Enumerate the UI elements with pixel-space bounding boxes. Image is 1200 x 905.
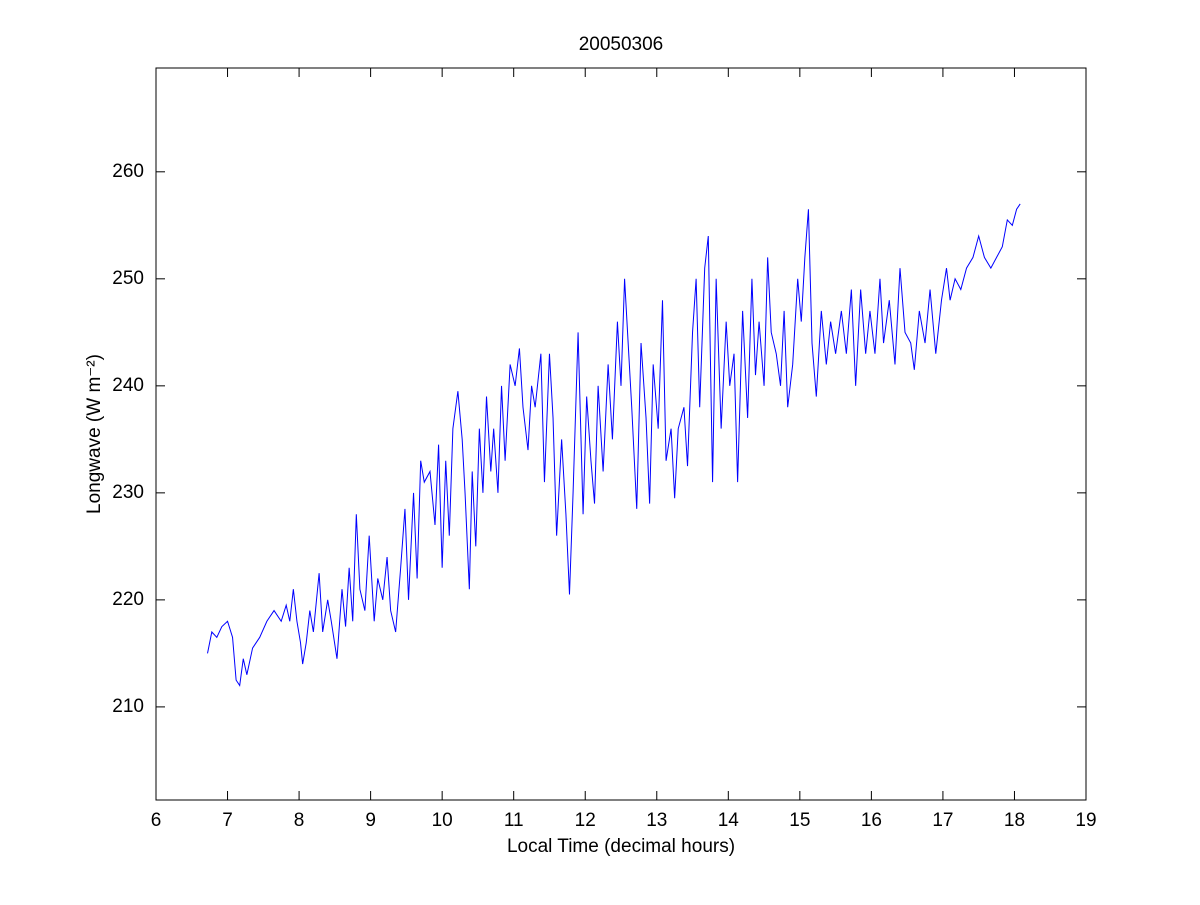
y-tick-label: 250 (112, 268, 144, 289)
x-tick-label: 17 (932, 810, 953, 831)
x-tick-label: 15 (789, 810, 810, 831)
x-tick-label: 7 (222, 810, 233, 831)
x-tick-label: 8 (294, 810, 305, 831)
data-line (207, 203, 1021, 687)
y-axis-label: Longwave (W m⁻²) (84, 354, 105, 514)
x-axis-label: Local Time (decimal hours) (507, 836, 735, 857)
x-tick-label: 14 (718, 810, 740, 831)
y-tick-label: 210 (112, 696, 144, 717)
y-tick-label: 230 (112, 482, 144, 503)
y-tick-label: 240 (112, 375, 144, 396)
x-tick-label: 11 (504, 810, 524, 831)
plot-frame (155, 67, 1087, 801)
x-tick-label: 6 (151, 810, 162, 831)
x-tick-label: 13 (646, 810, 667, 831)
x-tick-label: 16 (861, 810, 882, 831)
x-tick-label: 9 (365, 810, 376, 831)
y-tick-label: 220 (112, 589, 144, 610)
x-tick-label: 19 (1075, 810, 1096, 831)
x-tick-label: 18 (1004, 810, 1025, 831)
x-tick-label: 10 (432, 810, 453, 831)
x-tick-label: 12 (575, 810, 596, 831)
y-tick-label: 260 (112, 161, 144, 182)
chart-title: 20050306 (579, 34, 664, 55)
